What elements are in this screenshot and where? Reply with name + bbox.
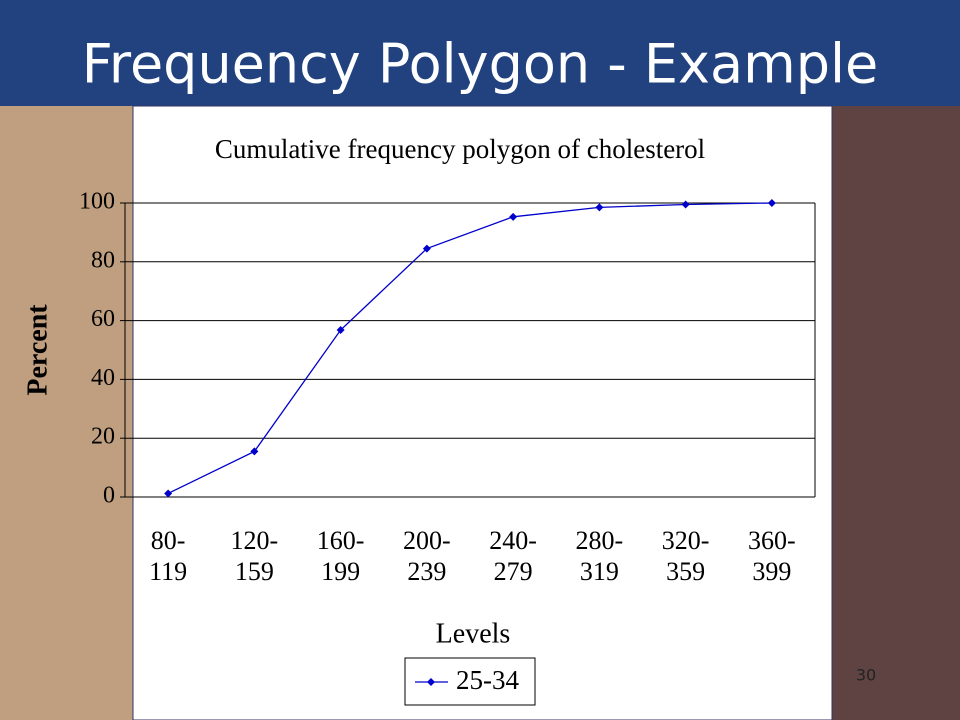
x-tick-label: 200- 239 — [403, 526, 451, 586]
chart-title: Cumulative frequency polygon of choleste… — [215, 134, 705, 164]
marker — [422, 244, 431, 253]
left-panel — [0, 106, 133, 720]
chart-area — [132, 105, 833, 720]
y-tick-label: 0 — [103, 483, 115, 509]
series-line — [167, 202, 772, 495]
x-tick-label: 280- 319 — [575, 526, 624, 586]
x-tick-label: 120- 159 — [230, 526, 279, 586]
right-panel — [832, 106, 960, 720]
marker — [250, 447, 259, 456]
legend-box — [404, 657, 536, 706]
y-tick-label: 100 — [79, 189, 115, 215]
x-tick-label: 160- 199 — [316, 526, 365, 586]
legend-label: 25-34 — [456, 665, 519, 695]
x-tick-label: 240- 279 — [489, 526, 537, 586]
page-number: 30 — [856, 666, 876, 685]
x-tick-label: 320- 359 — [661, 526, 710, 586]
title-band — [0, 0, 960, 106]
y-tick-label: 40 — [91, 365, 115, 391]
x-axis-label: Levels — [436, 618, 511, 649]
marker — [509, 212, 518, 221]
marker — [681, 200, 690, 209]
x-tick-label: 360- 399 — [748, 526, 796, 586]
y-axis-label: Percent — [22, 304, 53, 396]
y-tick-label: 80 — [91, 247, 115, 273]
x-tick-label: 80- 119 — [149, 526, 188, 586]
marker — [336, 326, 345, 335]
y-tick-label: 60 — [91, 306, 115, 332]
slide-title: Frequency Polygon - Example — [82, 33, 878, 96]
marker — [595, 203, 604, 212]
marker — [164, 489, 173, 498]
y-tick-label: 20 — [91, 424, 115, 450]
legend-marker — [427, 678, 435, 686]
marker — [767, 199, 776, 207]
